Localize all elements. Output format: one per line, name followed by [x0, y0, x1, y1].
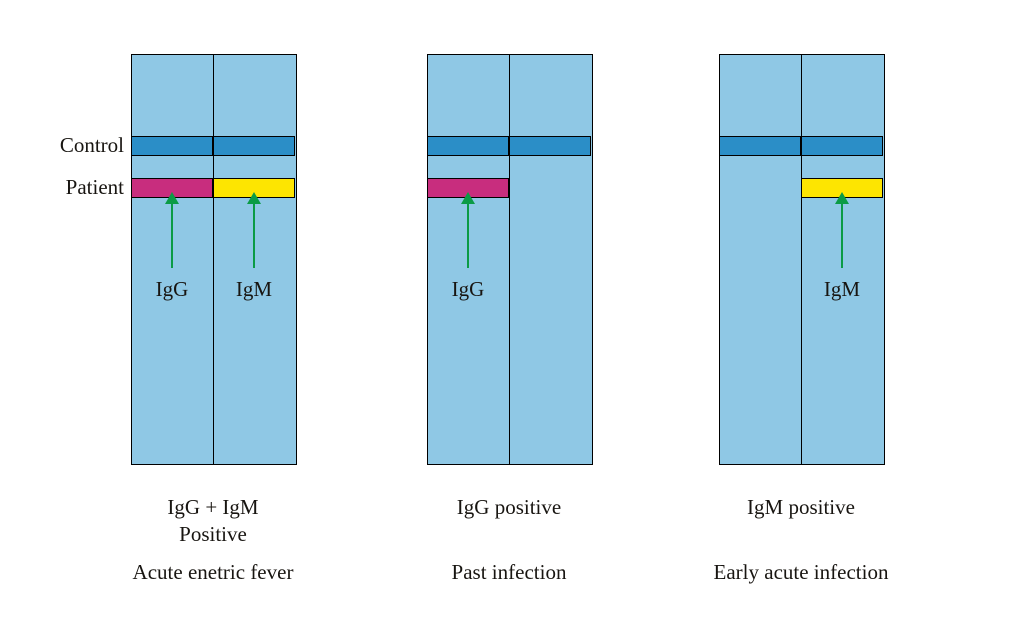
arrow-2-1: [841, 202, 843, 268]
arrow-0-1: [253, 202, 255, 268]
strip-0-1: [213, 54, 297, 465]
strip-0-0: [131, 54, 215, 465]
arrow-0-0: [171, 202, 173, 268]
result-1-0: IgG positive: [389, 495, 629, 520]
control-band-2-1: [801, 136, 883, 156]
diagram-canvas: ControlPatientIgGIgMIgG + IgMPositiveAcu…: [0, 0, 1024, 621]
tag-igm-2-1: IgM: [802, 277, 882, 302]
control-band-0-1: [213, 136, 295, 156]
arrow-1-0: [467, 202, 469, 268]
diagnosis-2: Early acute infection: [651, 560, 951, 585]
tag-igg-0-0: IgG: [132, 277, 212, 302]
strip-2-0: [719, 54, 803, 465]
tag-igg-1-0: IgG: [428, 277, 508, 302]
control-band-1-1: [509, 136, 591, 156]
patient-label: Patient: [24, 175, 124, 200]
control-label: Control: [24, 133, 124, 158]
tag-igm-0-1: IgM: [214, 277, 294, 302]
result-2-0: IgM positive: [681, 495, 921, 520]
strip-1-0: [427, 54, 511, 465]
strip-1-1: [509, 54, 593, 465]
result-0-1: Positive: [93, 522, 333, 547]
result-0-0: IgG + IgM: [93, 495, 333, 520]
diagnosis-1: Past infection: [359, 560, 659, 585]
diagnosis-0: Acute enetric fever: [63, 560, 363, 585]
strip-2-1: [801, 54, 885, 465]
control-band-2-0: [719, 136, 801, 156]
control-band-0-0: [131, 136, 213, 156]
control-band-1-0: [427, 136, 509, 156]
